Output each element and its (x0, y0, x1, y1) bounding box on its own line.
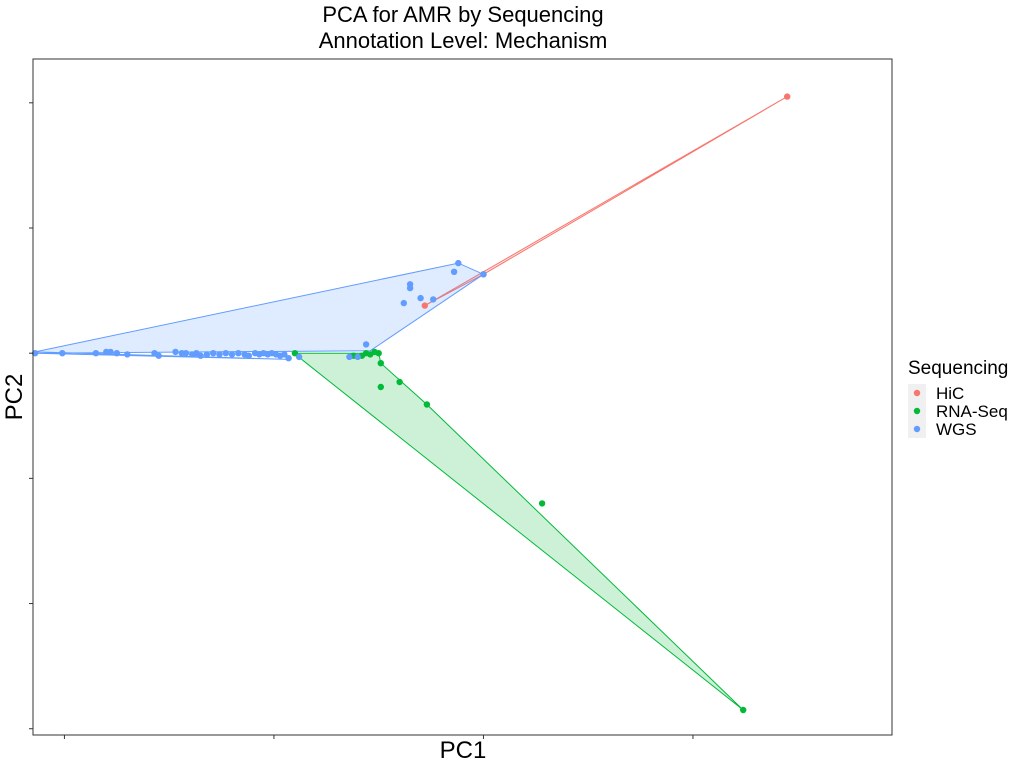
point-wgs (235, 350, 242, 357)
point-wgs (113, 350, 121, 357)
plot-panel-border (32, 58, 893, 736)
point-rna-seq (423, 401, 431, 408)
point-wgs (203, 351, 211, 358)
point-wgs (400, 299, 407, 307)
legend-label-hic: HiC (936, 384, 964, 403)
point-wgs (354, 353, 361, 361)
point-wgs (124, 351, 131, 358)
point-hic (784, 93, 791, 100)
legend-title: Sequencing (908, 358, 1008, 379)
point-wgs (155, 352, 162, 359)
point-wgs (222, 350, 229, 357)
point-wgs (346, 353, 353, 361)
point-wgs (362, 341, 370, 348)
point-wgs (295, 353, 303, 361)
point-wgs (59, 350, 66, 357)
hull-hic (424, 96, 788, 307)
point-wgs (228, 351, 236, 358)
point-wgs (406, 281, 414, 288)
point-rna-seq (538, 500, 546, 507)
point-rna-seq (377, 383, 384, 391)
point-wgs (480, 271, 487, 278)
point-rna-seq (740, 706, 747, 714)
y-axis (29, 102, 33, 730)
point-rna-seq (375, 350, 382, 357)
point-wgs (92, 350, 100, 357)
point-wgs (430, 296, 437, 303)
point-rna-seq (367, 351, 374, 358)
point-rna-seq (377, 360, 384, 367)
legend-marker-rna-seq (913, 407, 921, 415)
point-wgs (107, 348, 114, 356)
point-wgs (197, 352, 204, 359)
point-wgs (450, 268, 458, 275)
point-wgs (281, 351, 288, 358)
point-wgs (210, 350, 217, 357)
hull-layer (34, 96, 788, 711)
point-wgs (245, 352, 252, 359)
hull-rna-seq (293, 352, 744, 711)
point-wgs (417, 294, 424, 302)
point-rna-seq (396, 378, 403, 386)
chart-title: PCA for AMR by Sequencing (322, 2, 603, 27)
legend-label-wgs: WGS (936, 420, 977, 439)
points-layer (31, 93, 791, 714)
legend-marker-wgs (913, 425, 921, 433)
x-axis-label: PC1 (440, 737, 487, 764)
point-wgs (455, 259, 462, 267)
legend-marker-hic (913, 389, 921, 397)
chart-subtitle: Annotation Level: Mechanism (319, 28, 608, 53)
y-axis-label: PC2 (1, 374, 28, 421)
point-wgs (172, 348, 179, 356)
x-axis (63, 735, 694, 739)
legend-label-rna-seq: RNA-Seq (936, 402, 1008, 421)
point-wgs (182, 350, 190, 357)
point-hic (421, 302, 428, 309)
point-wgs (285, 355, 292, 362)
point-wgs (216, 351, 223, 358)
point-rna-seq (291, 350, 299, 357)
hull-wgs (34, 262, 485, 360)
